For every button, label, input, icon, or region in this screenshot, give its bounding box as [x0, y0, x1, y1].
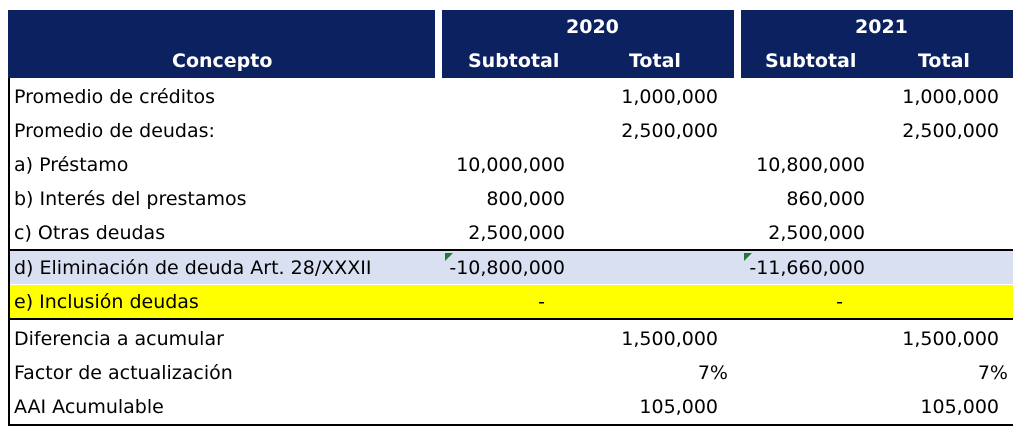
highlight-top-border: [8, 249, 1013, 251]
row-label: Promedio de créditos: [14, 86, 215, 108]
cell-total-2021: 7%: [977, 362, 1008, 384]
cell-total-2021: 2,500,000: [902, 120, 999, 142]
table-row: c) Otras deudas 2,500,000 2,500,000: [8, 216, 1013, 250]
header-2020-total: Total: [629, 50, 681, 72]
cell-subtotal-2021: 2,500,000: [768, 222, 865, 244]
row-label: b) Interés del prestamos: [14, 188, 247, 210]
cell-total-2021: 1,000,000: [902, 86, 999, 108]
cell-total-2021: 105,000: [920, 396, 999, 418]
table-row-highlight-blue: d) Eliminación de deuda Art. 28/XXXII -1…: [8, 251, 1013, 284]
row-label: e) Inclusión deudas: [14, 291, 199, 313]
row-label: d) Eliminación de deuda Art. 28/XXXII: [14, 257, 372, 279]
cell-subtotal-2021: 10,800,000: [756, 154, 865, 176]
row-label: Diferencia a acumular: [14, 328, 224, 350]
cell-subtotal-2020: 10,000,000: [456, 154, 565, 176]
cell-subtotal-2020: 800,000: [486, 188, 565, 210]
header-concepto: Concepto: [172, 50, 273, 72]
cell-subtotal-2021: -: [836, 291, 843, 313]
row-label: c) Otras deudas: [14, 222, 166, 244]
header-year-2020: 2020: [566, 16, 619, 38]
cell-total-2020: 2,500,000: [621, 120, 718, 142]
table-row: b) Interés del prestamos 800,000 860,000: [8, 182, 1013, 216]
table-left-border: [8, 78, 10, 426]
cell-subtotal-2020: -: [538, 291, 545, 313]
cell-total-2020: 1,000,000: [621, 86, 718, 108]
table-row-highlight-yellow: e) Inclusión deudas - -: [8, 285, 1013, 318]
table-row: a) Préstamo 10,000,000 10,800,000: [8, 148, 1013, 182]
cell-total-2020: 105,000: [639, 396, 718, 418]
header-2020-subtotal: Subtotal: [468, 50, 560, 72]
cell-subtotal-2020: -10,800,000: [449, 257, 565, 279]
cell-total-2020: 1,500,000: [621, 328, 718, 350]
cell-total-2021: 1,500,000: [902, 328, 999, 350]
header-2021-cell: 2021 Subtotal Total: [741, 10, 1013, 78]
cell-error-indicator-icon: [445, 253, 453, 261]
header-year-2021: 2021: [855, 16, 908, 38]
table-row: Promedio de créditos 1,000,000 1,000,000: [8, 80, 1013, 114]
row-label: Promedio de deudas:: [14, 120, 215, 142]
header-2021-subtotal: Subtotal: [765, 50, 857, 72]
cell-subtotal-2020: 2,500,000: [468, 222, 565, 244]
table-bottom-border: [8, 424, 1013, 426]
highlight-bottom-border: [8, 318, 1013, 320]
row-label: a) Préstamo: [14, 154, 129, 176]
cell-subtotal-2021: -11,660,000: [749, 257, 865, 279]
table-row: AAI Acumulable 105,000 105,000: [8, 390, 1013, 424]
header-2020-cell: 2020 Subtotal Total: [442, 10, 734, 78]
table-row: Factor de actualización 7% 7%: [8, 356, 1013, 390]
cell-total-2020: 7%: [697, 362, 728, 384]
cell-subtotal-2021: 860,000: [786, 188, 865, 210]
header-concepto-cell: Concepto: [8, 10, 435, 78]
cell-error-indicator-icon: [744, 253, 752, 261]
header-2021-total: Total: [918, 50, 970, 72]
table-row: Promedio de deudas: 2,500,000 2,500,000: [8, 114, 1013, 148]
row-label: Factor de actualización: [14, 362, 233, 384]
row-label: AAI Acumulable: [14, 396, 164, 418]
table-row: Diferencia a acumular 1,500,000 1,500,00…: [8, 322, 1013, 356]
